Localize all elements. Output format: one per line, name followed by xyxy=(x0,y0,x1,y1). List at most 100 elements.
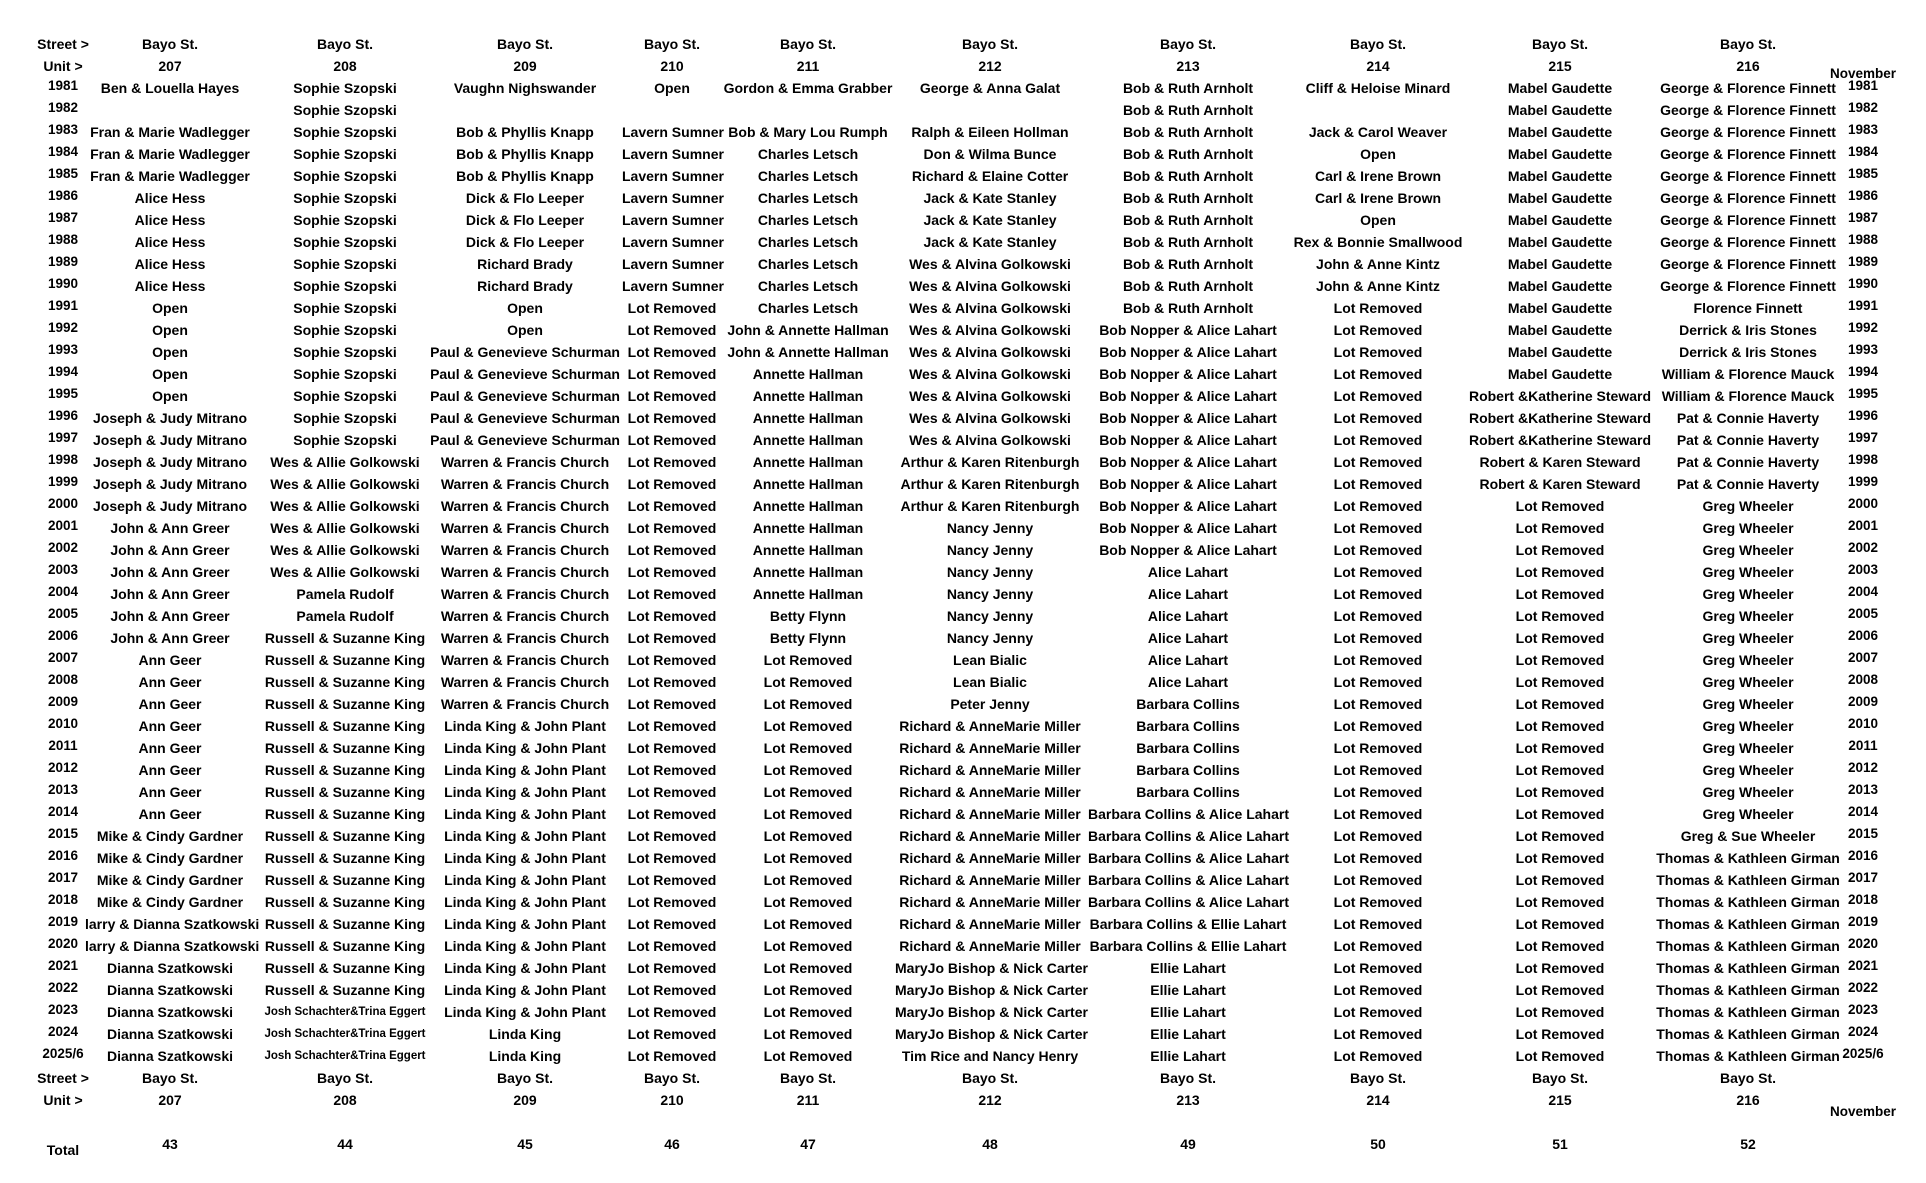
owner-cell: Sophie Szopski xyxy=(293,212,397,228)
year-label-right: 1995 xyxy=(1847,386,1879,401)
owner-cell: Lot Removed xyxy=(1333,432,1423,448)
owner-cell: Mabel Gaudette xyxy=(1507,168,1613,184)
table-row: 2019 larry & Dianna Szatkowski Russell & S… xyxy=(0,913,1926,935)
owner-cell: Thomas & Kathleen Girman xyxy=(1656,938,1840,954)
table-row: 2000 Joseph & Judy Mitrano Wes & Allie Gol… xyxy=(0,495,1926,517)
owner-cell: Lot Removed xyxy=(1333,366,1423,382)
owner-cell: Lot Removed xyxy=(627,850,717,866)
owner-cell: Lot Removed xyxy=(1333,454,1423,470)
street-212: Bayo St. xyxy=(961,36,1018,52)
owner-cell: Lot Removed xyxy=(627,960,717,976)
table-row: 1984 Fran & Marie Wadlegger Sophie Szopski… xyxy=(0,143,1926,165)
owner-cell: Lavern Sumner xyxy=(622,190,724,206)
owner-cell: Dick & Flo Leeper xyxy=(465,234,585,250)
unit-210: 210 xyxy=(660,58,684,74)
footer-unit-209: 209 xyxy=(513,1092,537,1108)
footer-street-216: Bayo St. xyxy=(1719,1070,1776,1086)
owner-cell: Alice Lahart xyxy=(1147,608,1229,624)
owner-cell: Dick & Flo Leeper xyxy=(465,190,585,206)
owner-cell: Russell & Suzanne King xyxy=(264,872,426,888)
owner-cell: Mabel Gaudette xyxy=(1507,80,1613,96)
owner-cell: Bob & Mary Lou Rumph xyxy=(728,124,888,140)
year-label-left: 2000 xyxy=(47,496,79,511)
owner-cell: Bob Nopper & Alice Lahart xyxy=(1099,542,1277,558)
owner-cell: Dianna Szatkowski xyxy=(106,1004,234,1020)
owner-cell: Lot Removed xyxy=(1515,1004,1605,1020)
footer-street-row: Street > Bayo St. Bayo St. Bayo St. Bayo… xyxy=(0,1067,1926,1089)
owner-cell: Linda King & John Plant xyxy=(444,784,606,800)
owner-cell: Lot Removed xyxy=(627,630,717,646)
owner-cell: Richard & AnneMarie Miller xyxy=(899,894,1081,910)
table-row: 2011 Ann Geer Russell & Suzanne King Linda … xyxy=(0,737,1926,759)
year-label-right: 2011 xyxy=(1848,738,1878,753)
owner-cell: Ann Geer xyxy=(138,762,202,778)
owner-cell: Sophie Szopski xyxy=(293,432,397,448)
totals-row: Total 43 44 45 46 47 48 49 50 51 52 xyxy=(0,1133,1926,1158)
year-label-left: 2022 xyxy=(47,980,79,995)
owner-cell: Jack & Carol Weaver xyxy=(1308,124,1448,140)
owner-cell: Arthur & Karen Ritenburgh xyxy=(900,454,1080,470)
owner-cell: Richard Brady xyxy=(477,256,573,272)
owner-cell: Ann Geer xyxy=(138,784,202,800)
owner-cell: Sophie Szopski xyxy=(293,234,397,250)
year-label-left: 2025/6 xyxy=(42,1046,84,1061)
unit-216: 216 xyxy=(1736,58,1760,74)
owner-cell: Annette Hallman xyxy=(752,366,864,382)
owner-cell: Lot Removed xyxy=(1515,498,1605,514)
owner-cell: Arthur & Karen Ritenburgh xyxy=(900,498,1080,514)
owner-cell: Robert & Karen Steward xyxy=(1479,454,1641,470)
unit-211: 211 xyxy=(796,58,820,74)
owner-cell: Bob & Ruth Arnholt xyxy=(1122,234,1254,250)
owner-cell: Lot Removed xyxy=(1333,740,1423,756)
owner-cell: Bob Nopper & Alice Lahart xyxy=(1099,476,1277,492)
unit-212: 212 xyxy=(978,58,1002,74)
owner-cell: John & Ann Greer xyxy=(110,608,230,624)
owner-cell: Charles Letsch xyxy=(757,212,859,228)
owner-cell: Pat & Connie Haverty xyxy=(1676,432,1820,448)
owner-cell: Joseph & Judy Mitrano xyxy=(92,476,248,492)
owner-cell: Gordon & Emma Grabber xyxy=(723,80,893,96)
owner-cell: Lot Removed xyxy=(1515,916,1605,932)
owner-cell xyxy=(1283,99,1473,121)
owner-cell: Warren & Francis Church xyxy=(440,652,610,668)
owner-cell: Wes & Allie Golkowski xyxy=(270,542,420,558)
year-label-left: 2015 xyxy=(47,826,79,841)
owner-cell: Sophie Szopski xyxy=(293,300,397,316)
owner-cell: Lot Removed xyxy=(627,388,717,404)
table-row: 1994 Open Sophie Szopski Paul & Genevieve S… xyxy=(0,363,1926,385)
owner-cell: Lot Removed xyxy=(1333,1004,1423,1020)
owner-cell: Lot Removed xyxy=(1333,542,1423,558)
year-label-left: 1989 xyxy=(47,254,79,269)
owner-cell: Lot Removed xyxy=(627,806,717,822)
owner-cell: Bob Nopper & Alice Lahart xyxy=(1099,410,1277,426)
owner-cell: Lot Removed xyxy=(1333,652,1423,668)
owner-cell: Lavern Sumner xyxy=(622,168,724,184)
owner-cell: Vaughn Nighswander xyxy=(453,80,597,96)
header-street-row: Street > Bayo St. Bayo St. Bayo St. Bayo… xyxy=(0,33,1926,55)
owner-cell: Sophie Szopski xyxy=(293,146,397,162)
year-label-right: 1994 xyxy=(1847,364,1879,379)
street-210: Bayo St. xyxy=(643,36,700,52)
owner-cell: Lot Removed xyxy=(763,872,853,888)
owner-cell: Lot Removed xyxy=(627,476,717,492)
owner-cell: Paul & Genevieve Schurman xyxy=(430,432,620,448)
owner-cell: Nancy Jenny xyxy=(946,630,1034,646)
owner-cell: Joseph & Judy Mitrano xyxy=(92,432,248,448)
owner-cell: Bob Nopper & Alice Lahart xyxy=(1099,344,1277,360)
owner-cell: George & Florence Finnett xyxy=(1660,168,1836,184)
total-214: 50 xyxy=(1370,1136,1386,1152)
owner-cell: Lot Removed xyxy=(1333,784,1423,800)
owner-cell: Russell & Suzanne King xyxy=(264,630,426,646)
table-row: 2023 Dianna Szatkowski Josh Schachter&Trin… xyxy=(0,1001,1926,1023)
owner-cell: Richard & AnneMarie Miller xyxy=(899,828,1081,844)
year-label-right: 1988 xyxy=(1847,232,1879,247)
year-label-right: 1992 xyxy=(1847,320,1879,335)
owner-cell: Russell & Suzanne King xyxy=(264,828,426,844)
owner-cell: Lot Removed xyxy=(1333,828,1423,844)
owner-cell: Sophie Szopski xyxy=(293,366,397,382)
owner-cell: Richard & Elaine Cotter xyxy=(911,168,1069,184)
street-207: Bayo St. xyxy=(141,36,198,52)
year-label-left: 1981 xyxy=(47,78,79,93)
owner-cell: George & Florence Finnett xyxy=(1660,146,1836,162)
owner-cell: Lot Removed xyxy=(763,850,853,866)
